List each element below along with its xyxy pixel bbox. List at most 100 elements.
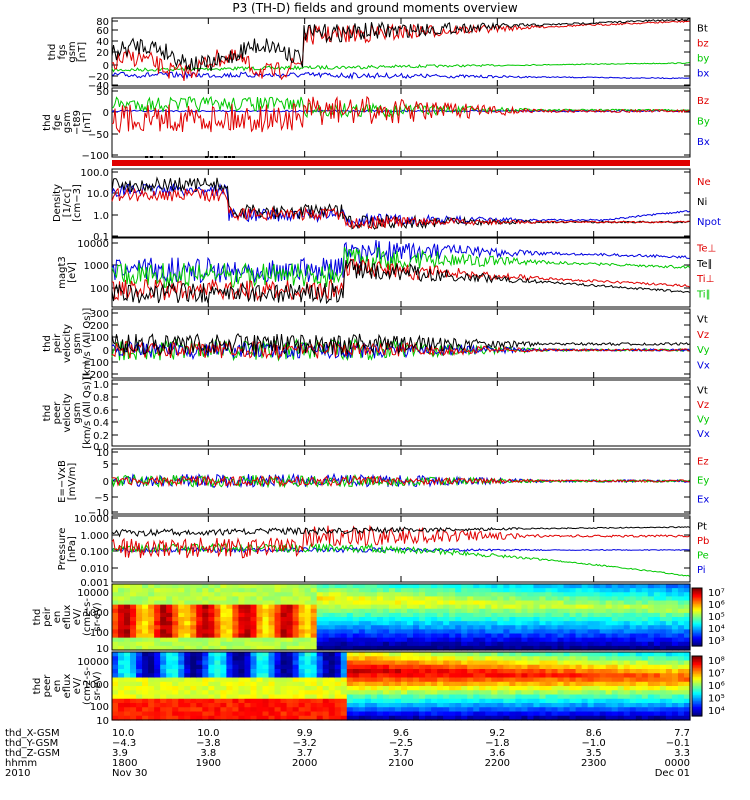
spectrogram-cell	[286, 660, 294, 666]
spectrogram-cell	[401, 617, 408, 622]
spectrogram-cell	[449, 711, 456, 717]
spectrogram-cell	[112, 673, 119, 679]
spectrogram-cell	[401, 707, 408, 713]
spectrogram-cell	[142, 617, 149, 622]
spectrogram-cell	[461, 608, 468, 614]
spectrogram-cell	[461, 621, 468, 626]
spectrogram-cell	[641, 633, 649, 639]
spectrogram-cell	[202, 641, 209, 647]
spectrogram-cell	[659, 690, 667, 696]
spectrogram-cell	[557, 596, 565, 602]
spectrogram-cell	[256, 656, 264, 662]
spectrogram-cell	[545, 715, 553, 721]
spectrogram-cell	[449, 625, 456, 630]
spectrogram-cell	[370, 669, 378, 674]
colorbar-cell	[692, 672, 702, 675]
spectrogram-cell	[352, 660, 360, 666]
spectrogram-cell	[238, 633, 246, 639]
spectrogram-cell	[208, 711, 215, 717]
spectrogram-cell	[479, 690, 486, 696]
spectrogram-cell	[262, 703, 270, 708]
spectrogram-cell	[605, 641, 613, 647]
spectrogram-cell	[322, 596, 330, 602]
spectrogram-cell	[467, 656, 474, 662]
spectrogram-cell	[611, 608, 619, 614]
spectrogram-cell	[545, 698, 553, 704]
spectrogram-cell	[503, 645, 510, 651]
spectrogram-cell	[455, 621, 462, 626]
spectrogram-cell	[425, 690, 432, 696]
spectrogram-cell	[142, 677, 149, 683]
spectrogram-cell	[617, 588, 625, 593]
spectrogram-cell	[376, 584, 384, 589]
spectrogram-cell	[437, 711, 444, 717]
spectrogram-cell	[575, 673, 583, 679]
spectrogram-cell	[382, 707, 390, 713]
spectrogram-cell	[328, 711, 336, 717]
spectrogram-cell	[310, 652, 318, 657]
spectrogram-cell	[154, 600, 161, 606]
spectrogram-cell	[292, 686, 300, 691]
spectrogram-cell	[376, 686, 384, 691]
spectrogram-cell	[587, 633, 595, 639]
spectrogram-cell	[629, 707, 637, 713]
spectrogram-cell	[136, 629, 143, 635]
spectrogram-cell	[425, 604, 432, 610]
spectrogram-cell	[551, 600, 559, 606]
spectrogram-cell	[479, 592, 486, 597]
spectrogram-cell	[443, 621, 450, 626]
spectrogram-cell	[563, 621, 571, 626]
spectrogram-cell	[262, 652, 270, 657]
spectrogram-cell	[617, 673, 625, 679]
spectrogram-cell	[292, 584, 300, 589]
spectrogram-cell	[641, 641, 649, 647]
spectrogram-cell	[425, 588, 432, 593]
spectrogram-cell	[190, 608, 197, 614]
spectrogram-cell	[220, 677, 227, 683]
spectrogram-cell	[497, 608, 504, 614]
spectrogram-cell	[316, 698, 324, 704]
spectrogram-cell	[581, 707, 589, 713]
axis-label: fge	[52, 114, 63, 130]
spectrogram-cell	[346, 637, 354, 643]
spectrogram-cell	[262, 588, 270, 593]
spectrogram-cell	[623, 681, 631, 687]
axis-label: [1/cc]	[62, 189, 73, 218]
spectrogram-cell	[334, 664, 342, 670]
spectrogram-cell	[629, 698, 637, 704]
spectrogram-cell	[557, 660, 565, 666]
spectrogram-cell	[503, 596, 510, 602]
ephemeris-value: 3.7	[393, 748, 409, 759]
spectrogram-cell	[196, 617, 203, 622]
spectrogram-cell	[635, 633, 643, 639]
spectrogram-cell	[521, 656, 529, 662]
colorbar-cell	[692, 663, 702, 666]
spectrogram-cell	[328, 629, 336, 635]
spectrogram-cell	[340, 600, 348, 606]
spectrogram-cell	[599, 690, 607, 696]
spectrogram-cell	[238, 711, 246, 717]
spectrogram-cell	[617, 637, 625, 643]
spectrogram-cell	[226, 652, 234, 657]
spectrogram-cell	[509, 645, 516, 651]
spectrogram-cell	[419, 604, 426, 610]
spectrogram-cell	[238, 656, 246, 662]
spectrogram-cell	[611, 612, 619, 618]
spectrogram-cell	[298, 625, 306, 630]
spectrogram-cell	[262, 681, 270, 687]
spectrogram-cell	[370, 681, 378, 687]
spectrogram-cell	[148, 656, 155, 662]
spectrogram-cell	[635, 711, 643, 717]
spectrogram-cell	[142, 645, 149, 651]
spectrogram-cell	[575, 698, 583, 704]
spectrogram-cell	[455, 698, 462, 704]
spectrogram-cell	[190, 592, 197, 597]
spectrogram-cell	[232, 617, 240, 622]
spectrogram-cell	[178, 617, 185, 622]
spectrogram-cell	[256, 677, 264, 683]
spectrogram-cell	[683, 711, 691, 717]
spectrogram-cell	[214, 686, 221, 691]
spectrogram-cell	[220, 584, 227, 589]
spectrogram-cell	[683, 690, 691, 696]
spectrogram-cell	[178, 641, 185, 647]
